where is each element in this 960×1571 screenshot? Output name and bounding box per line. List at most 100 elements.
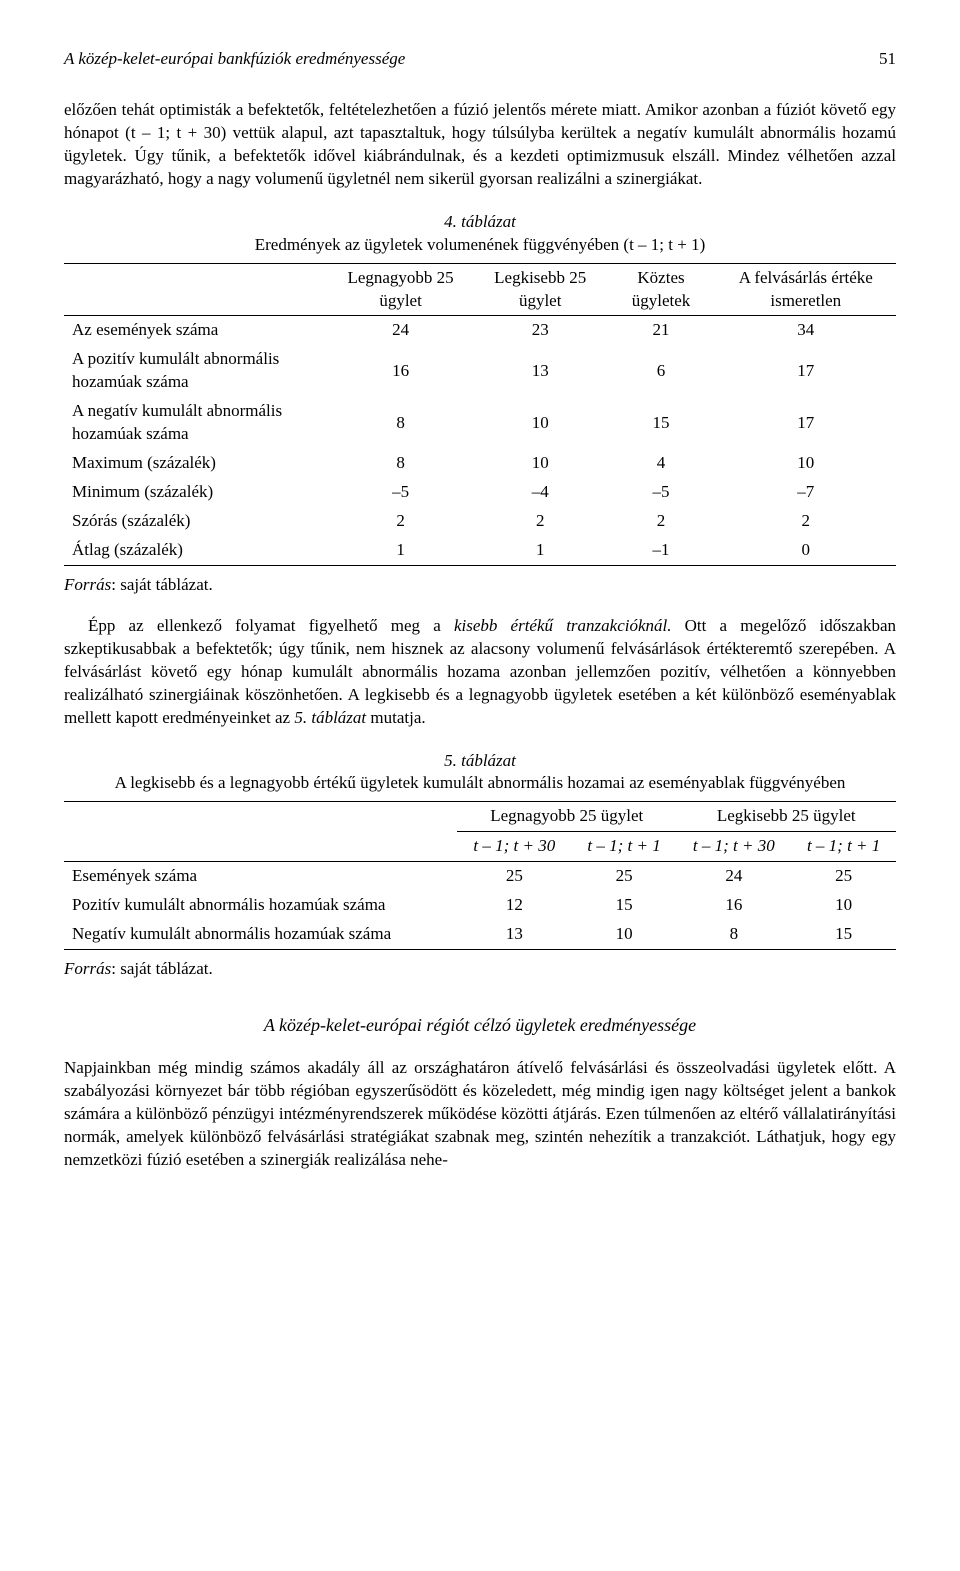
table5-sh1: t – 1; t + 30 <box>457 832 572 862</box>
cell: 25 <box>457 862 572 891</box>
section-heading: A közép-kelet-európai régiót célzó ügyle… <box>64 1013 896 1037</box>
cell: 25 <box>572 862 677 891</box>
cell: –4 <box>474 478 607 507</box>
table5-caption: 5. táblázat A legkisebb és a legnagyobb … <box>64 750 896 796</box>
cell: –7 <box>716 478 896 507</box>
table4-h4: A felvásárlás értéke ismeretlen <box>716 263 896 316</box>
source-label: Forrás <box>64 575 111 594</box>
cell: 10 <box>474 449 607 478</box>
running-header: A közép-kelet-európai bankfúziók eredmén… <box>64 48 896 71</box>
cell: 2 <box>474 507 607 536</box>
cell: –5 <box>606 478 715 507</box>
table-row: Az események száma 24 23 21 34 <box>64 316 896 345</box>
table4-caption: 4. táblázat Eredmények az ügyletek volum… <box>64 211 896 257</box>
cell: 15 <box>572 891 677 920</box>
cell: 17 <box>716 345 896 397</box>
table5-gh2: Legkisebb 25 ügylet <box>676 802 896 832</box>
cell: Pozitív kumulált abnormális hozamúak szá… <box>64 891 457 920</box>
cell: A negatív kumulált abnormális hozamúak s… <box>64 397 327 449</box>
table4-header-row: Legnagyobb 25 ügylet Legkisebb 25 ügylet… <box>64 263 896 316</box>
source-text-2: : saját táblázat. <box>111 959 212 978</box>
cell: Az események száma <box>64 316 327 345</box>
p2-ital2: 5. táblázat <box>294 708 366 727</box>
table-row: Események száma 25 25 24 25 <box>64 862 896 891</box>
table-row: A pozitív kumulált abnormális hozamúak s… <box>64 345 896 397</box>
cell: 6 <box>606 345 715 397</box>
cell: 10 <box>572 920 677 949</box>
cell: 4 <box>606 449 715 478</box>
cell: 23 <box>474 316 607 345</box>
table5-group-header-row: Legnagyobb 25 ügylet Legkisebb 25 ügylet <box>64 802 896 832</box>
table5-sh2: t – 1; t + 1 <box>572 832 677 862</box>
cell: 24 <box>676 862 791 891</box>
table-row: Átlag (százalék) 1 1 –1 0 <box>64 536 896 565</box>
cell: 1 <box>327 536 474 565</box>
cell: 21 <box>606 316 715 345</box>
cell: Maximum (százalék) <box>64 449 327 478</box>
table5-sub-header-row: t – 1; t + 30 t – 1; t + 1 t – 1; t + 30… <box>64 832 896 862</box>
cell: 15 <box>606 397 715 449</box>
paragraph-3: Napjainkban még mindig számos akadály ál… <box>64 1057 896 1172</box>
p2-ital1: kisebb értékű tranzakcióknál. <box>454 616 672 635</box>
cell: 25 <box>791 862 896 891</box>
source-label-2: Forrás <box>64 959 111 978</box>
table5-sh0 <box>64 832 457 862</box>
cell: Átlag (százalék) <box>64 536 327 565</box>
running-title: A közép-kelet-európai bankfúziók eredmén… <box>64 48 405 71</box>
table4-h0 <box>64 263 327 316</box>
table-row: Maximum (százalék) 8 10 4 10 <box>64 449 896 478</box>
cell: Minimum (százalék) <box>64 478 327 507</box>
cell: –1 <box>606 536 715 565</box>
cell: –5 <box>327 478 474 507</box>
table-row: Pozitív kumulált abnormális hozamúak szá… <box>64 891 896 920</box>
table4-h3: Köztes ügyletek <box>606 263 715 316</box>
table5-source: Forrás: saját táblázat. <box>64 958 896 981</box>
table5-caption-title: A legkisebb és a legnagyobb értékű ügyle… <box>64 772 896 795</box>
paragraph-1: előzően tehát optimisták a befektetők, f… <box>64 99 896 191</box>
table5-sh3: t – 1; t + 30 <box>676 832 791 862</box>
table5: Legnagyobb 25 ügylet Legkisebb 25 ügylet… <box>64 801 896 950</box>
cell: 2 <box>327 507 474 536</box>
cell: 10 <box>474 397 607 449</box>
p2-part3: mutatja. <box>366 708 425 727</box>
cell: A pozitív kumulált abnormális hozamúak s… <box>64 345 327 397</box>
table5-sh4: t – 1; t + 1 <box>791 832 896 862</box>
table5-gh0 <box>64 802 457 832</box>
cell: 2 <box>716 507 896 536</box>
cell: 24 <box>327 316 474 345</box>
table5-gh1: Legnagyobb 25 ügylet <box>457 802 677 832</box>
cell: 8 <box>327 449 474 478</box>
table4-h2: Legkisebb 25 ügylet <box>474 263 607 316</box>
table5-caption-num: 5. táblázat <box>444 751 516 770</box>
cell: 13 <box>474 345 607 397</box>
cell: 0 <box>716 536 896 565</box>
cell: 12 <box>457 891 572 920</box>
cell: 10 <box>791 891 896 920</box>
cell: 16 <box>327 345 474 397</box>
p2-part1: Épp az ellenkező folyamat figyelhető meg… <box>88 616 454 635</box>
cell: 17 <box>716 397 896 449</box>
cell: 16 <box>676 891 791 920</box>
table4: Legnagyobb 25 ügylet Legkisebb 25 ügylet… <box>64 263 896 566</box>
table-row: Negatív kumulált abnormális hozamúak szá… <box>64 920 896 949</box>
table4-h1: Legnagyobb 25 ügylet <box>327 263 474 316</box>
cell: 1 <box>474 536 607 565</box>
table4-caption-num: 4. táblázat <box>444 212 516 231</box>
cell: Események száma <box>64 862 457 891</box>
cell: 15 <box>791 920 896 949</box>
source-text: : saját táblázat. <box>111 575 212 594</box>
cell: 8 <box>327 397 474 449</box>
table4-source: Forrás: saját táblázat. <box>64 574 896 597</box>
page-number: 51 <box>879 48 896 71</box>
table4-caption-title: Eredmények az ügyletek volumenének függv… <box>64 234 896 257</box>
cell: 8 <box>676 920 791 949</box>
paragraph-2: Épp az ellenkező folyamat figyelhető meg… <box>64 615 896 730</box>
cell: 2 <box>606 507 715 536</box>
table-row: A negatív kumulált abnormális hozamúak s… <box>64 397 896 449</box>
cell: Negatív kumulált abnormális hozamúak szá… <box>64 920 457 949</box>
table-row: Szórás (százalék) 2 2 2 2 <box>64 507 896 536</box>
table-row: Minimum (százalék) –5 –4 –5 –7 <box>64 478 896 507</box>
cell: 34 <box>716 316 896 345</box>
cell: 10 <box>716 449 896 478</box>
cell: 13 <box>457 920 572 949</box>
